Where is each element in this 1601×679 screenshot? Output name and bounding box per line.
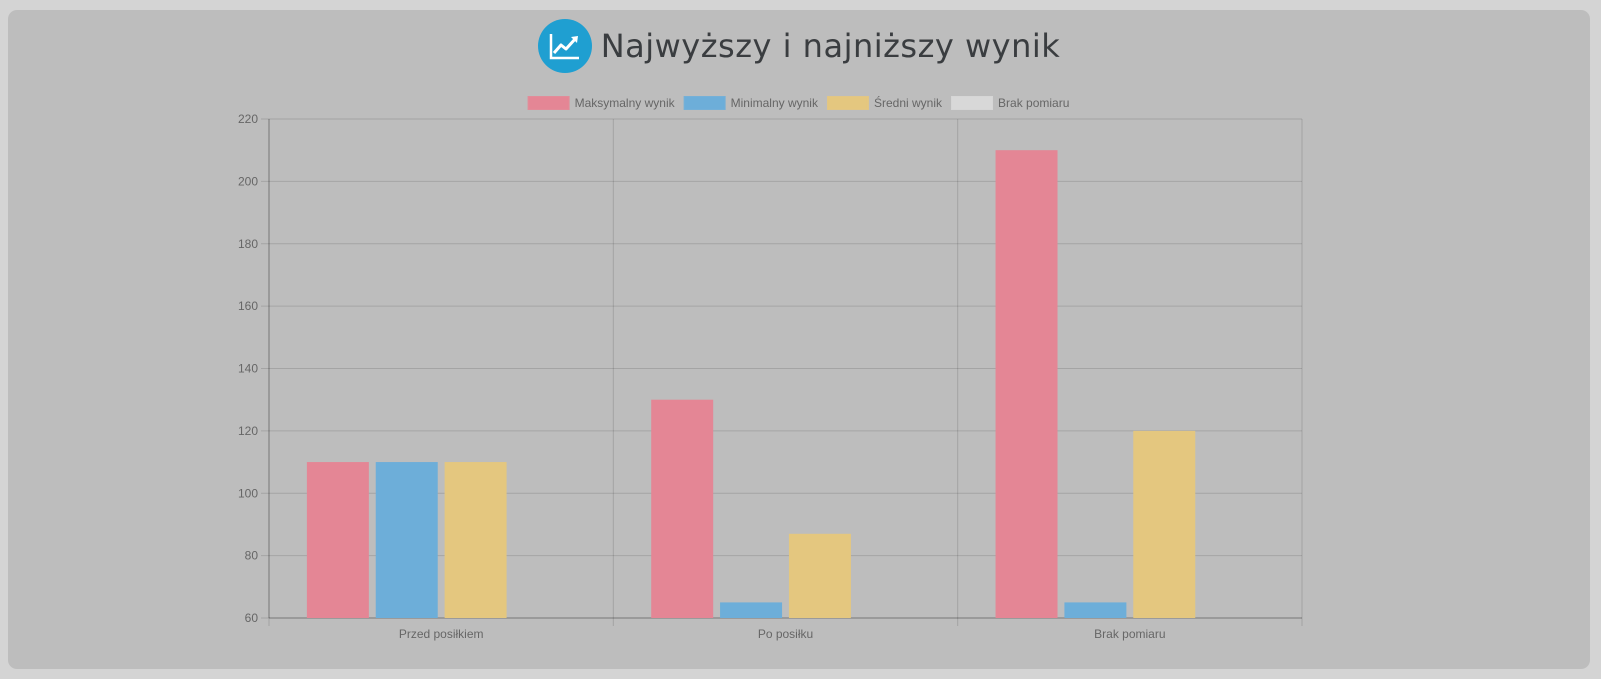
bar-2-3: [1064, 602, 1127, 618]
bar-2-2: [720, 602, 783, 618]
y-tick-label: 100: [238, 486, 258, 500]
x-tick-label: Brak pomiaru: [1094, 627, 1165, 641]
bar-1-3: [995, 150, 1058, 618]
legend-swatch-1: [527, 96, 570, 110]
bar-1-2: [651, 399, 714, 618]
y-tick-label: 60: [245, 611, 259, 625]
page-title: Najwyższy i najniższy wynik: [600, 27, 1061, 65]
legend-label-2: Minimalny wynik: [731, 96, 819, 110]
y-tick-label: 180: [238, 237, 258, 251]
bar-chart: 60 80 100 120 140 160 180 200 220 Przed posiłkiem…: [238, 95, 1303, 641]
legend-label-1: Maksymalny wynik: [575, 96, 676, 110]
x-tick-label: Przed posiłkiem: [399, 627, 484, 641]
y-tick-label: 140: [238, 362, 258, 376]
y-tick-label: 120: [238, 424, 258, 438]
bar-3-3: [1133, 430, 1196, 618]
trend-chart-icon: [537, 19, 592, 73]
bar-2-1: [375, 462, 438, 618]
y-tick-label: 80: [245, 549, 259, 563]
legend-swatch-3: [826, 96, 869, 110]
legend-label-3: Średni wynik: [874, 95, 943, 110]
legend-label-4: Brak pomiaru: [998, 96, 1069, 110]
legend-swatch-4: [951, 96, 994, 110]
y-tick-label: 160: [238, 299, 258, 313]
y-tick-label: 200: [238, 174, 258, 188]
bar-1-1: [306, 462, 369, 618]
chart-header: Najwyższy i najniższy wynik: [8, 19, 1590, 73]
x-tick-label: Po posiłku: [758, 627, 813, 641]
chart-card: Najwyższy i najniższy wynik 60 80 100 120 14…: [8, 10, 1590, 669]
y-tick-label: 220: [238, 112, 258, 126]
bar-3-2: [788, 533, 851, 618]
legend-swatch-2: [683, 96, 726, 110]
bar-3-1: [444, 462, 507, 618]
